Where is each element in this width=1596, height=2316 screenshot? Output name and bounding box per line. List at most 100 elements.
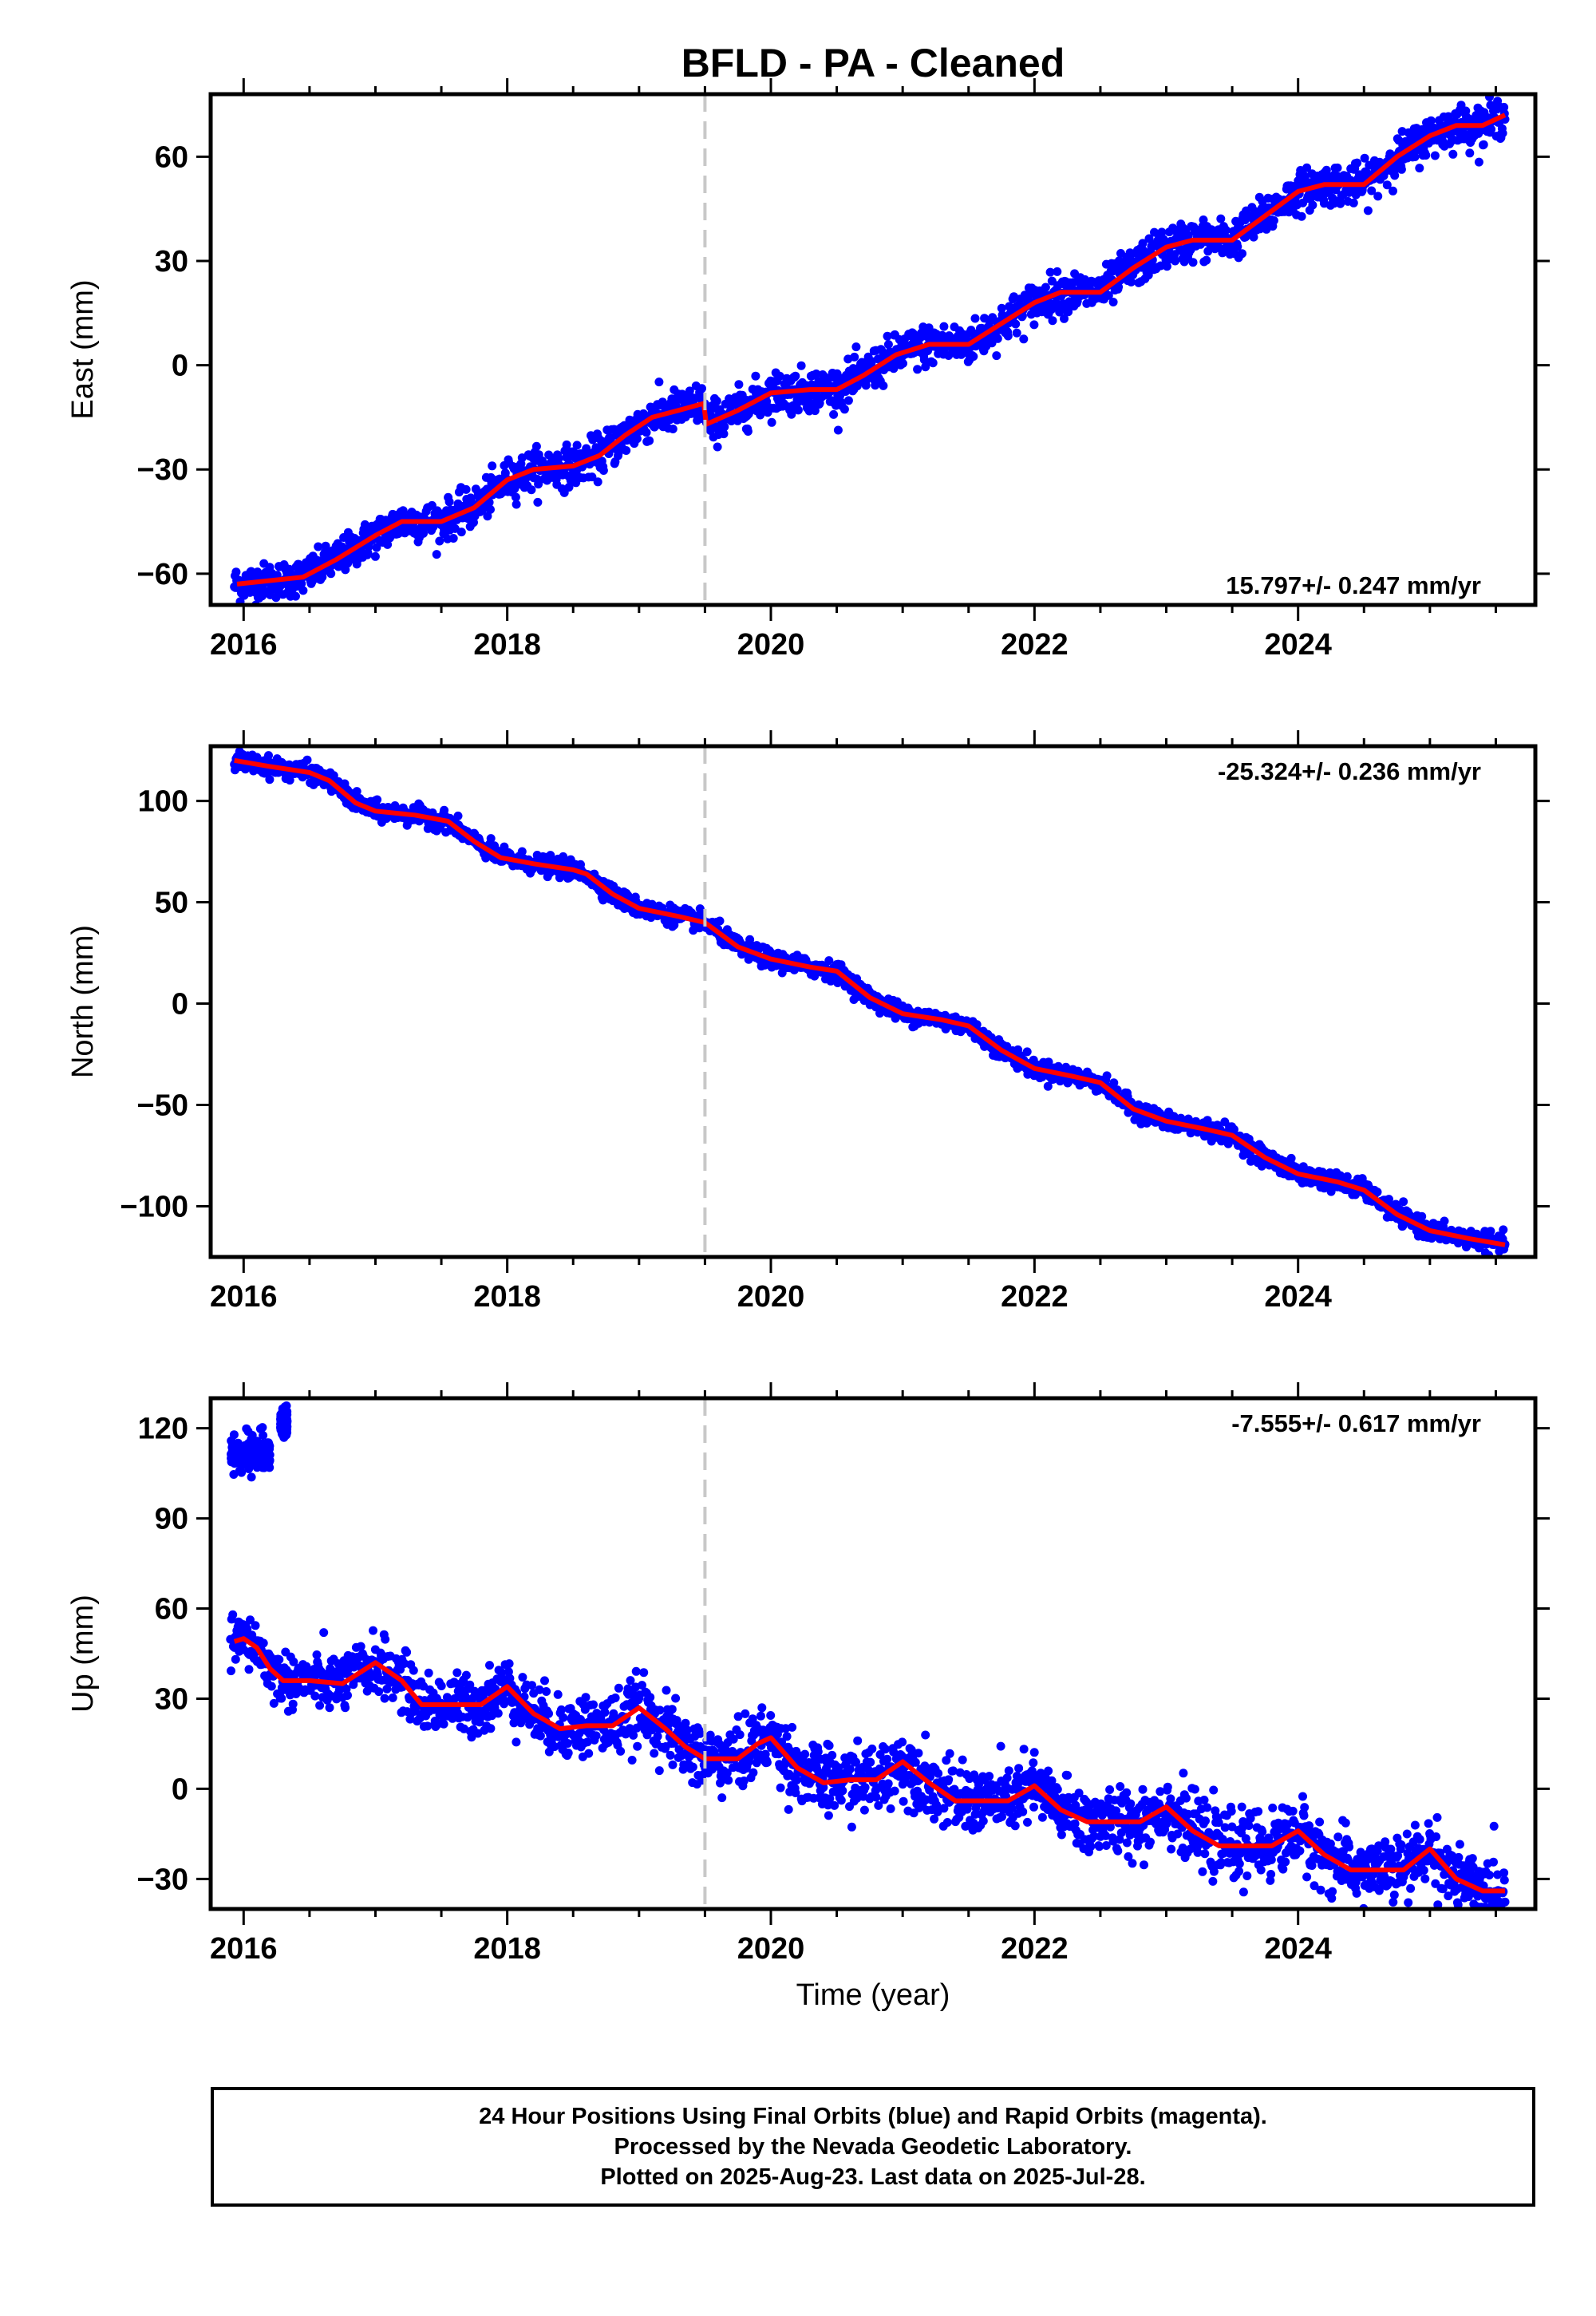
data-point: [668, 425, 678, 433]
data-point: [1041, 283, 1050, 292]
data-point: [812, 370, 821, 378]
trend-line-east: [236, 113, 1507, 587]
data-point: [879, 381, 888, 390]
data-point: [356, 1642, 365, 1651]
scatter-series-east: [230, 94, 1510, 605]
data-point: [1410, 152, 1420, 161]
data-point: [1199, 215, 1208, 224]
data-point: [1108, 298, 1118, 306]
data-point: [1396, 164, 1406, 174]
data-point: [993, 334, 1002, 343]
data-point: [1479, 140, 1488, 149]
data-point: [793, 405, 803, 415]
data-point: [511, 492, 520, 502]
data-point: [1216, 214, 1226, 223]
data-point: [970, 314, 980, 323]
data-point: [829, 409, 839, 419]
rate-annotation: -25.324+/- 0.236 mm/yr: [1218, 757, 1481, 785]
data-point: [326, 569, 336, 579]
data-point: [1144, 271, 1153, 280]
data-point: [810, 406, 820, 416]
data-point: [1353, 158, 1362, 168]
data-point: [517, 847, 527, 856]
data-point: [1233, 242, 1242, 251]
data-point: [1150, 227, 1159, 237]
data-point: [419, 528, 428, 538]
data-point: [369, 1626, 377, 1635]
data-point: [1399, 1197, 1408, 1207]
data-point: [654, 377, 664, 387]
data-point: [448, 534, 458, 543]
x-tick-label: 2020: [737, 628, 805, 662]
data-point: [291, 591, 300, 601]
data-point: [645, 436, 654, 445]
data-point: [409, 1666, 418, 1675]
data-point: [992, 351, 1001, 361]
data-point: [298, 586, 308, 595]
data-point: [1360, 153, 1369, 163]
data-point: [373, 795, 382, 804]
data-point: [1022, 1047, 1032, 1057]
y-tick-label: −50: [137, 1089, 188, 1123]
data-point: [1269, 215, 1278, 225]
data-point: [310, 1691, 320, 1701]
data-point: [564, 483, 574, 492]
data-point: [405, 1694, 414, 1704]
data-point: [939, 322, 949, 331]
data-point: [1367, 186, 1377, 196]
data-point: [231, 1654, 240, 1664]
data-point: [372, 543, 381, 552]
data-point: [1134, 1100, 1144, 1109]
data-point: [713, 442, 722, 452]
data-point: [285, 776, 294, 785]
data-point: [227, 1666, 235, 1676]
data-point: [632, 434, 642, 444]
x-tick-label: 2022: [1001, 628, 1069, 662]
y-tick-label: 30: [155, 245, 188, 279]
data-point: [315, 1701, 325, 1710]
y-axis-label: East (mm): [66, 279, 100, 419]
plot-frame-north: [208, 744, 1538, 1259]
data-layer-east: [230, 94, 1510, 605]
x-tick-label: 2020: [737, 1280, 805, 1314]
data-point: [484, 498, 494, 507]
trend-line-north: [234, 757, 1506, 1247]
y-tick-label: 0: [172, 350, 188, 383]
data-point: [231, 567, 241, 577]
data-point: [1171, 256, 1180, 266]
data-point: [1060, 314, 1069, 323]
data-point: [593, 477, 602, 487]
x-tick-label: 2018: [473, 628, 541, 662]
data-point: [833, 425, 843, 435]
data-point: [921, 362, 930, 372]
data-point: [1249, 232, 1258, 242]
data-point: [488, 461, 497, 471]
data-point: [289, 1657, 298, 1666]
data-point: [444, 497, 454, 507]
data-point: [314, 542, 323, 551]
data-point: [452, 1668, 462, 1678]
data-point: [437, 1682, 446, 1690]
data-point: [685, 386, 694, 396]
data-point: [534, 480, 543, 489]
data-point: [1302, 163, 1312, 172]
data-point: [374, 1687, 384, 1697]
data-point: [969, 352, 978, 362]
x-tick-label: 2018: [473, 1280, 541, 1314]
data-point: [533, 497, 543, 507]
y-axis-label: North (mm): [66, 925, 100, 1078]
data-point: [321, 541, 330, 551]
y-tick-label: −60: [137, 558, 188, 591]
data-point: [1109, 1078, 1119, 1088]
data-point: [512, 500, 521, 509]
data-point: [483, 512, 492, 521]
data-point: [1417, 1211, 1427, 1221]
data-point: [1448, 149, 1458, 159]
data-point: [843, 396, 853, 405]
data-point: [453, 811, 463, 820]
data-point: [1221, 225, 1231, 235]
data-point: [712, 397, 721, 405]
data-point: [1012, 328, 1021, 338]
